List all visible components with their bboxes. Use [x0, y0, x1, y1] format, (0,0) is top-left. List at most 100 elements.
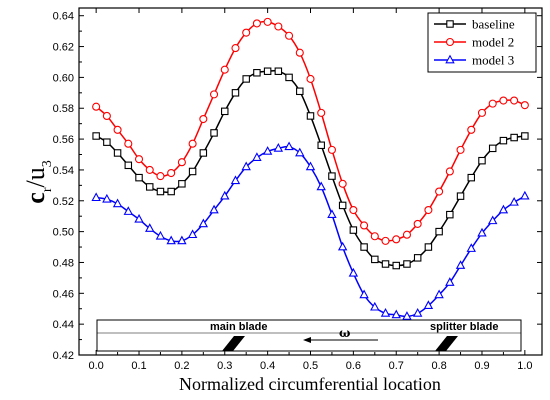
- blade-band: [96, 319, 522, 352]
- axis-ticks: 0.0 0.1 0.2 0.3 0.4 0.5 0.6 0.7 0.8 0.9 1.0 0.42 0.4…: [53, 8, 542, 372]
- data-point-triangle: [166, 235, 176, 245]
- data-point-square: [231, 89, 240, 97]
- y-tick-label: 0.50: [53, 227, 74, 239]
- data-point-triangle: [91, 192, 101, 202]
- x-tick-label: 0.1: [131, 360, 146, 372]
- series-group: [91, 17, 530, 320]
- series-baseline: [92, 67, 529, 270]
- x-tick-label: 0.8: [431, 360, 446, 372]
- x-tick-label: 0.3: [217, 360, 232, 372]
- data-point-circle: [124, 139, 133, 148]
- data-point-square: [221, 107, 229, 116]
- data-point-square: [521, 132, 529, 140]
- x-tick-label: 0.4: [260, 360, 275, 372]
- y-tick-label: 0.56: [53, 134, 74, 146]
- data-point-circle: [199, 114, 208, 124]
- data-point-square: [424, 243, 433, 251]
- data-point-triangle: [102, 193, 112, 203]
- data-point-square: [306, 112, 315, 120]
- data-point-circle: [92, 102, 101, 111]
- omega-label: ω: [339, 326, 350, 340]
- data-point-square: [242, 75, 250, 83]
- data-point-circle: [381, 236, 390, 245]
- data-point-square: [338, 201, 347, 210]
- data-point-square: [392, 261, 400, 270]
- rotation-arrow-head: [303, 337, 311, 343]
- data-point-circle: [392, 235, 401, 244]
- data-point-triangle: [477, 227, 487, 237]
- splitter-blade-shape: [435, 336, 458, 351]
- data-point-circle: [134, 155, 144, 164]
- data-point-triangle: [359, 289, 369, 299]
- data-point-circle: [445, 37, 455, 47]
- data-point-square: [478, 156, 486, 165]
- data-point-square: [145, 183, 154, 191]
- data-point-square: [156, 187, 165, 196]
- data-point-circle: [156, 172, 165, 181]
- data-point-square: [381, 260, 390, 268]
- data-point-triangle: [402, 311, 412, 320]
- y-tick-label: 0.60: [53, 72, 74, 84]
- data-point-triangle: [134, 213, 144, 223]
- series-model-3: [91, 141, 530, 320]
- x-tick-label: 0.9: [474, 360, 489, 372]
- data-point-square: [403, 260, 411, 268]
- legend-label: baseline: [472, 17, 515, 32]
- data-point-triangle: [145, 223, 155, 232]
- y-tick-label: 0.54: [53, 165, 74, 177]
- data-point-square: [317, 141, 325, 150]
- x-tick-label: 1.0: [517, 360, 532, 372]
- data-point-triangle: [423, 300, 434, 309]
- data-point-square: [92, 132, 100, 140]
- legend-label: model 3: [472, 53, 514, 68]
- data-point-square: [210, 129, 218, 137]
- y-tick-label: 0.58: [53, 103, 74, 115]
- data-point-square: [253, 69, 261, 77]
- data-point-triangle: [337, 241, 348, 251]
- data-point-square: [499, 136, 508, 145]
- main-blade-label: main blade: [210, 321, 267, 333]
- data-point-circle: [188, 139, 197, 148]
- legend: baseline model 2 model 3: [427, 12, 537, 73]
- data-point-circle: [145, 165, 154, 174]
- data-point-square: [103, 138, 111, 146]
- data-point-circle: [231, 44, 240, 53]
- y-tick-label: 0.62: [53, 42, 74, 54]
- data-point-square: [488, 144, 497, 153]
- data-point-circle: [370, 232, 379, 241]
- data-point-triangle: [445, 54, 455, 64]
- data-point-triangle: [198, 218, 209, 228]
- data-point-triangle: [305, 161, 316, 171]
- data-point-circle: [424, 205, 433, 215]
- y-tick-label: 0.42: [53, 350, 74, 362]
- data-point-triangle: [187, 229, 198, 239]
- y-tick-label: 0.64: [53, 11, 74, 23]
- data-point-square: [446, 20, 454, 28]
- y-tick-label: 0.52: [53, 196, 74, 208]
- data-point-triangle: [252, 152, 262, 161]
- data-point-triangle: [434, 289, 444, 299]
- data-point-square: [296, 87, 304, 96]
- data-point-triangle: [380, 308, 391, 317]
- data-point-square: [135, 173, 143, 182]
- data-point-circle: [445, 167, 454, 176]
- data-point-triangle: [295, 147, 305, 157]
- data-point-circle: [306, 74, 315, 83]
- data-point-triangle: [520, 190, 530, 200]
- data-point-triangle: [455, 260, 466, 269]
- data-point-circle: [360, 221, 369, 230]
- data-point-square: [199, 149, 208, 157]
- data-point-square: [113, 149, 122, 157]
- data-point-circle: [349, 205, 358, 215]
- data-point-square: [435, 227, 443, 236]
- series-model-2: [92, 17, 529, 245]
- data-point-circle: [209, 90, 219, 99]
- data-point-circle: [220, 65, 229, 74]
- data-point-circle: [285, 31, 294, 40]
- data-point-triangle: [370, 301, 380, 311]
- y-axis-main: c: [21, 192, 50, 204]
- data-point-triangle: [220, 190, 230, 200]
- data-point-circle: [520, 101, 529, 110]
- legend-label: model 2: [472, 35, 514, 50]
